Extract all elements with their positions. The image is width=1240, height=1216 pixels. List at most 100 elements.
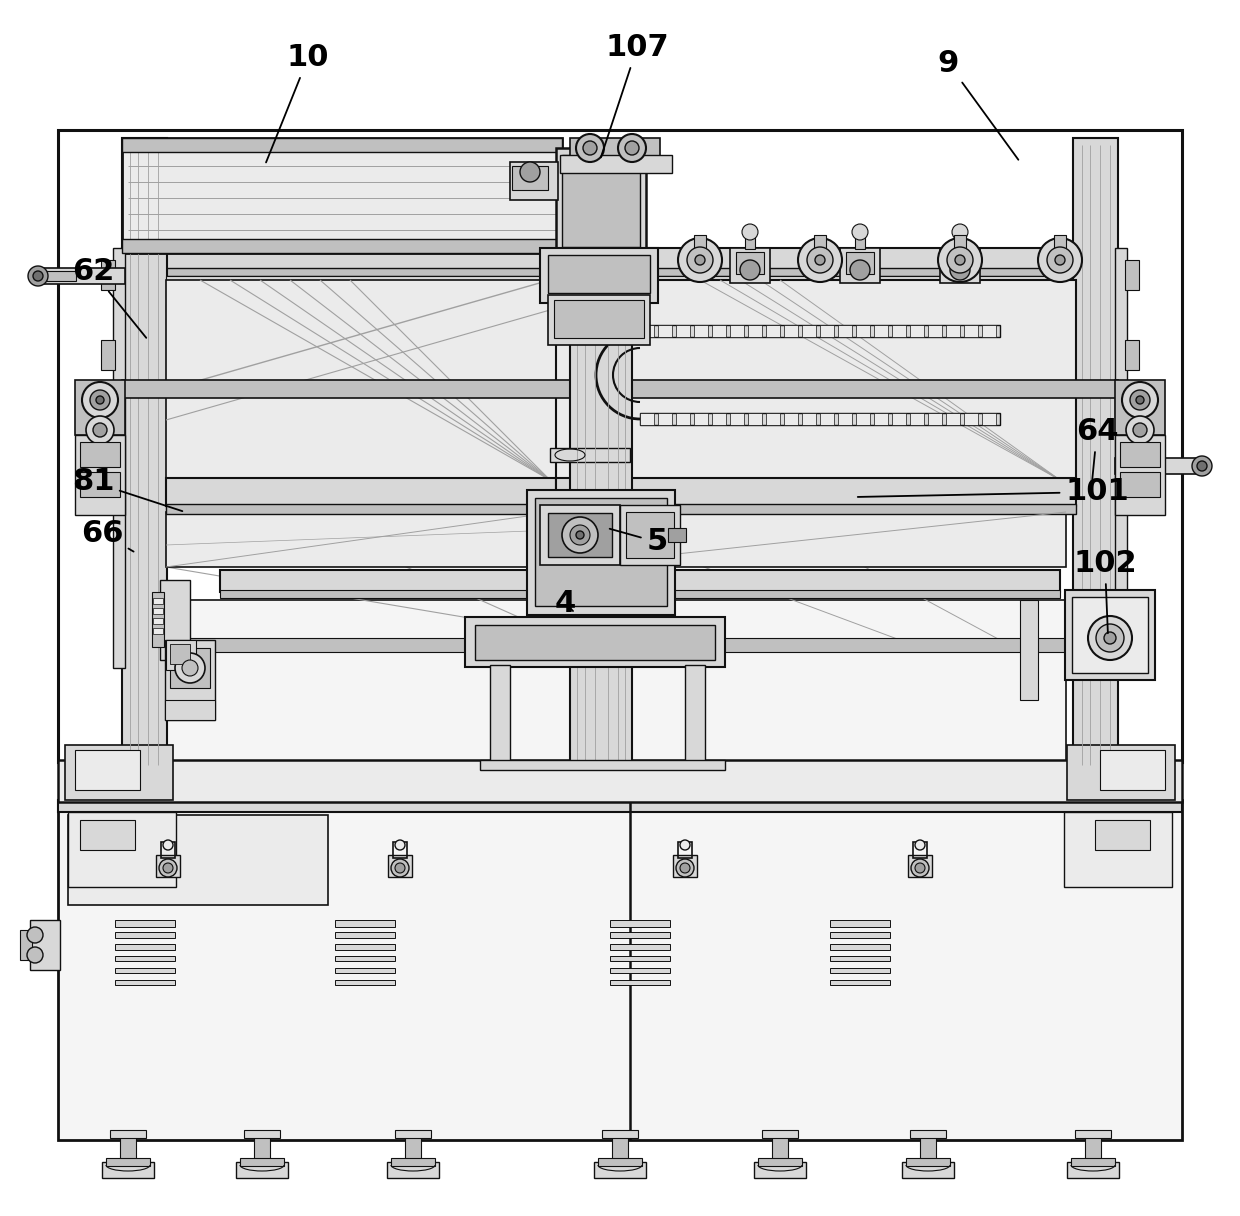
Bar (122, 240, 562, 253)
Bar (512, 167, 548, 190)
Circle shape (952, 224, 968, 240)
Bar (100, 430, 115, 460)
Bar (940, 248, 980, 283)
Circle shape (1192, 456, 1211, 475)
Bar (105, 1158, 150, 1166)
Circle shape (33, 271, 43, 281)
Bar (20, 930, 32, 959)
Bar (910, 1130, 946, 1138)
Circle shape (95, 396, 104, 404)
Bar (712, 413, 725, 426)
Bar (766, 325, 780, 337)
Bar (640, 413, 999, 426)
Bar (58, 800, 1182, 1141)
Bar (658, 325, 672, 337)
Circle shape (520, 162, 539, 182)
Bar (556, 503, 1076, 514)
Bar (548, 255, 650, 293)
Bar (920, 1135, 936, 1165)
Bar (906, 1158, 950, 1166)
Bar (954, 235, 966, 261)
Bar (1085, 1135, 1101, 1165)
Text: 9: 9 (937, 49, 1018, 159)
Circle shape (583, 141, 596, 154)
Bar (610, 921, 670, 927)
Bar (955, 235, 965, 249)
Bar (166, 599, 1066, 769)
Bar (928, 413, 942, 426)
Bar (610, 944, 670, 950)
Circle shape (676, 858, 694, 877)
Bar (556, 280, 1076, 480)
Bar (554, 300, 644, 338)
Bar (694, 325, 708, 337)
Bar (640, 325, 999, 337)
Circle shape (1136, 396, 1145, 404)
Bar (153, 608, 162, 614)
Bar (527, 490, 675, 615)
Bar (684, 665, 706, 765)
Bar (908, 855, 932, 877)
Circle shape (162, 840, 174, 850)
Circle shape (694, 255, 706, 265)
Bar (673, 855, 697, 877)
Bar (153, 598, 162, 604)
Bar (658, 413, 672, 426)
Text: 81: 81 (72, 467, 182, 511)
Circle shape (678, 238, 722, 282)
Bar (35, 268, 125, 285)
Circle shape (391, 858, 409, 877)
Bar (64, 745, 174, 800)
Circle shape (687, 247, 713, 274)
Bar (620, 505, 680, 565)
Bar (946, 413, 960, 426)
Circle shape (1038, 238, 1083, 282)
Bar (539, 248, 658, 303)
Bar (745, 235, 755, 249)
Circle shape (955, 255, 965, 265)
Circle shape (577, 531, 584, 539)
Bar (839, 248, 880, 283)
Bar (913, 841, 928, 858)
Bar (30, 921, 60, 970)
Circle shape (182, 660, 198, 676)
Bar (598, 1158, 642, 1166)
Bar (694, 413, 708, 426)
Bar (74, 750, 140, 790)
Bar (534, 499, 667, 606)
Bar (830, 931, 890, 938)
Bar (122, 268, 1118, 276)
Bar (640, 413, 653, 426)
Bar (676, 413, 689, 426)
Bar (626, 512, 675, 558)
Circle shape (562, 517, 598, 553)
Bar (170, 644, 190, 664)
Bar (490, 665, 510, 765)
Circle shape (175, 653, 205, 683)
Bar (166, 503, 556, 514)
Circle shape (849, 260, 870, 280)
Bar (784, 413, 799, 426)
Bar (830, 968, 890, 973)
Bar (170, 648, 210, 688)
Bar (161, 841, 175, 858)
Bar (678, 841, 692, 858)
Circle shape (577, 134, 604, 162)
Bar (1073, 137, 1118, 770)
Bar (465, 617, 725, 668)
Circle shape (947, 247, 973, 274)
Bar (120, 1135, 136, 1165)
Bar (115, 968, 175, 973)
Bar (100, 260, 115, 289)
Bar (928, 325, 942, 337)
Bar (802, 325, 816, 337)
Bar (166, 640, 196, 670)
Circle shape (680, 840, 689, 850)
Bar (102, 1162, 154, 1178)
Bar (610, 968, 670, 973)
Bar (122, 137, 562, 253)
Bar (68, 812, 176, 886)
Bar (901, 1162, 954, 1178)
Bar (115, 980, 175, 985)
Circle shape (93, 423, 107, 437)
